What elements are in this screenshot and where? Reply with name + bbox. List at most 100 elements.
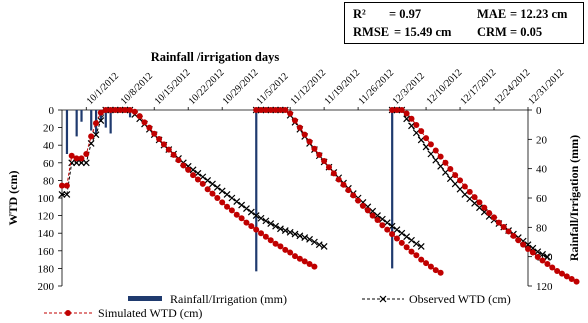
simulated-point (466, 188, 473, 195)
observed-point (218, 187, 226, 195)
rainfall-bar (104, 110, 107, 128)
simulated-point (355, 197, 362, 204)
simulated-point (219, 199, 226, 206)
simulated-point (253, 107, 260, 113)
simulated-point (277, 243, 284, 250)
mae-value: = 12.23 cm (510, 7, 568, 21)
y-tick-label: 0 (49, 105, 55, 117)
simulated-point (233, 211, 240, 218)
simulated-point (432, 267, 439, 274)
simulated-point (554, 268, 561, 275)
observed-point (281, 227, 289, 234)
observed-point (529, 244, 537, 252)
observed-point (267, 220, 275, 227)
observed-point (73, 159, 80, 167)
simulated-point (282, 246, 289, 253)
simulated-point (136, 113, 143, 120)
simulated-point (432, 147, 439, 154)
observed-point (68, 159, 76, 167)
simulated-point (68, 152, 75, 159)
rainfall-bar (75, 110, 78, 137)
rainfall-bar (90, 110, 93, 131)
simulated-point (476, 199, 483, 206)
observed-point (408, 122, 415, 130)
rainfall-bar (255, 110, 258, 272)
x-tick-label: 11/5/2012 (255, 71, 291, 107)
x-tick-label: 10/8/2012 (119, 71, 155, 107)
simulated-point (175, 157, 182, 164)
x-tick-label: 10/1/2012 (85, 71, 121, 107)
simulated-point (437, 153, 444, 160)
simulated-point (292, 253, 298, 260)
simulated-point (88, 133, 95, 140)
simulated-point (301, 131, 308, 138)
observed-point (209, 180, 216, 188)
observed-point (437, 162, 445, 170)
y-tick-label: 100 (38, 193, 55, 205)
simulated-point (107, 107, 114, 113)
simulated-point (199, 180, 206, 187)
simulated-point (282, 107, 289, 113)
simulated-point (156, 136, 163, 143)
simulated-point (413, 252, 420, 259)
simulated-point (165, 146, 172, 153)
rmse-label: RMSE (353, 25, 390, 39)
observed-point (286, 228, 294, 236)
simulated-point (258, 107, 265, 113)
y2-tick-label: 20 (536, 134, 548, 146)
y2-tick-label: 0 (536, 105, 542, 117)
observed-point (412, 240, 420, 248)
simulated-point (558, 270, 565, 277)
simulated-point (170, 151, 177, 158)
simulated-point (122, 107, 129, 113)
observed-point (213, 184, 221, 191)
rainfall-bar (128, 110, 132, 118)
observed-line (62, 109, 325, 247)
observed-point (543, 253, 551, 261)
simulated-point (539, 257, 546, 264)
legend: Rainfall/Irrigation (mm) Observed WTD (cm… (44, 292, 511, 320)
simulated-point (384, 226, 391, 233)
simulated-point (461, 183, 468, 190)
rainfall-bar (65, 110, 69, 154)
simulated-point (112, 107, 119, 113)
simulated-point (330, 170, 337, 177)
simulated-point (350, 192, 357, 199)
observed-point (442, 169, 449, 176)
simulated-point (408, 248, 415, 255)
simulated-point (306, 138, 313, 145)
simulated-point (374, 217, 381, 223)
observed-point (272, 222, 280, 230)
observed-point (58, 191, 66, 198)
y2-axis-label: Rainfall/Irrigation (mm) (567, 135, 581, 261)
simulated-point (321, 158, 328, 165)
simulated-point (102, 107, 109, 113)
observed-point (320, 242, 328, 250)
legend-observed-label: Observed WTD (cm) (409, 292, 511, 306)
r2-value: = 0.97 (389, 7, 422, 21)
simulated-point (194, 176, 201, 183)
y-tick-label: 140 (38, 228, 55, 240)
simulated-point (364, 207, 371, 214)
simulated-point (481, 204, 488, 211)
crm-value: = 0.05 (510, 25, 543, 39)
observed-point (446, 175, 454, 183)
observed-point (393, 226, 401, 234)
simulated-point (316, 151, 323, 158)
observed-point (315, 241, 323, 249)
simulated-point (520, 241, 527, 248)
observed-point (301, 234, 309, 242)
simulated-point (296, 255, 303, 262)
simulated-point (83, 151, 90, 157)
simulated-point (544, 261, 551, 267)
simulated-point (190, 172, 197, 179)
simulated-point (262, 107, 269, 113)
legend-rain-swatch (128, 296, 162, 301)
simulated-point (510, 232, 517, 239)
simulated-point (292, 117, 298, 124)
y-tick-label: 180 (38, 263, 55, 275)
simulated-point (471, 194, 478, 201)
x-tick-label: 10/22/2012 (187, 67, 227, 107)
simulated-point (442, 159, 449, 166)
simulated-point (457, 177, 464, 184)
